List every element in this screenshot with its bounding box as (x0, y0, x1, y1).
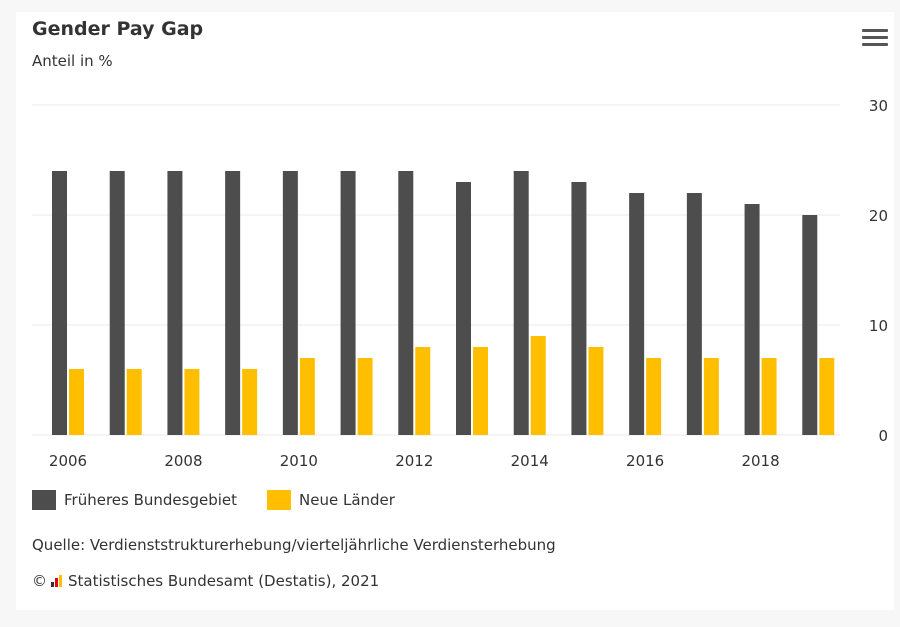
bar-neue-laender-2019[interactable] (819, 358, 835, 435)
bar-frueheres-bundesgebiet-2012[interactable] (398, 171, 414, 435)
x-tick-label: 2006 (49, 452, 87, 470)
grid-lines (32, 104, 840, 436)
bar-frueheres-bundesgebiet-2010[interactable] (282, 171, 298, 435)
bar-neue-laender-2015[interactable] (588, 347, 604, 435)
copyright-line: © Statistisches Bundesamt (Destatis), 20… (32, 572, 379, 590)
legend-swatch (32, 490, 56, 510)
legend-label: Früheres Bundesgebiet (64, 491, 238, 509)
bar-frueheres-bundesgebiet-2015[interactable] (571, 182, 587, 435)
copyright-text: Statistisches Bundesamt (Destatis), 2021 (68, 572, 380, 590)
x-tick-label: 2014 (511, 452, 549, 470)
x-axis-ticks: 2006 2008 2010 2012 2014 2016 2018 (49, 452, 780, 470)
chart-title: Gender Pay Gap (32, 18, 204, 40)
y-tick-label: 20 (869, 207, 888, 225)
bar-frueheres-bundesgebiet-2016[interactable] (629, 193, 645, 435)
bar-frueheres-bundesgebiet-2013[interactable] (456, 182, 471, 435)
bar-neue-laender-2009[interactable] (242, 369, 258, 435)
chart-subtitle: Anteil in % (32, 52, 113, 70)
bar-neue-laender-2011[interactable] (357, 358, 373, 435)
y-axis-ticks: 0 10 20 30 (869, 97, 888, 445)
bar-neue-laender-2012[interactable] (415, 347, 431, 435)
x-tick-label: 2010 (280, 452, 318, 470)
y-tick-label: 10 (869, 317, 888, 335)
bar-neue-laender-2010[interactable] (299, 358, 315, 435)
bar-neue-laender-2016[interactable] (646, 358, 662, 435)
legend: Früheres Bundesgebiet Neue Länder (32, 490, 425, 510)
bars (52, 171, 835, 435)
bar-frueheres-bundesgebiet-2011[interactable] (340, 171, 356, 435)
x-tick-label: 2008 (164, 452, 202, 470)
y-tick-label: 0 (878, 427, 888, 445)
bar-frueheres-bundesgebiet-2017[interactable] (686, 193, 702, 435)
menu-line (862, 29, 888, 32)
bar-frueheres-bundesgebiet-2018[interactable] (744, 204, 760, 435)
legend-swatch (267, 490, 292, 510)
source-text: Quelle: Verdienststrukturerhebung/vierte… (32, 536, 556, 554)
bar-frueheres-bundesgebiet-2014[interactable] (513, 171, 529, 435)
bar-frueheres-bundesgebiet-2007[interactable] (109, 171, 125, 435)
x-tick-label: 2016 (626, 452, 664, 470)
bar-frueheres-bundesgebiet-2009[interactable] (225, 171, 241, 435)
bar-frueheres-bundesgebiet-2006[interactable] (52, 171, 67, 435)
legend-item-neue-laender[interactable]: Neue Länder (267, 490, 395, 510)
x-tick-label: 2018 (741, 452, 779, 470)
bar-neue-laender-2017[interactable] (703, 358, 719, 435)
bar-neue-laender-2008[interactable] (184, 369, 200, 435)
bar-neue-laender-2014[interactable] (530, 336, 546, 435)
copyright-symbol: © (32, 572, 47, 590)
menu-line (862, 36, 888, 39)
legend-item-frueheres-bundesgebiet[interactable]: Früheres Bundesgebiet (32, 490, 237, 510)
destatis-logo-icon (51, 575, 63, 587)
bar-frueheres-bundesgebiet-2008[interactable] (167, 171, 183, 435)
bar-neue-laender-2013[interactable] (473, 347, 488, 435)
bar-neue-laender-2007[interactable] (126, 369, 142, 435)
bar-frueheres-bundesgebiet-2019[interactable] (802, 215, 818, 435)
bar-neue-laender-2018[interactable] (761, 358, 777, 435)
y-tick-label: 30 (869, 97, 888, 115)
legend-label: Neue Länder (299, 491, 395, 509)
bar-neue-laender-2006[interactable] (69, 369, 84, 435)
hamburger-menu-icon[interactable] (862, 26, 888, 48)
menu-line (862, 43, 888, 46)
x-tick-label: 2012 (395, 452, 433, 470)
